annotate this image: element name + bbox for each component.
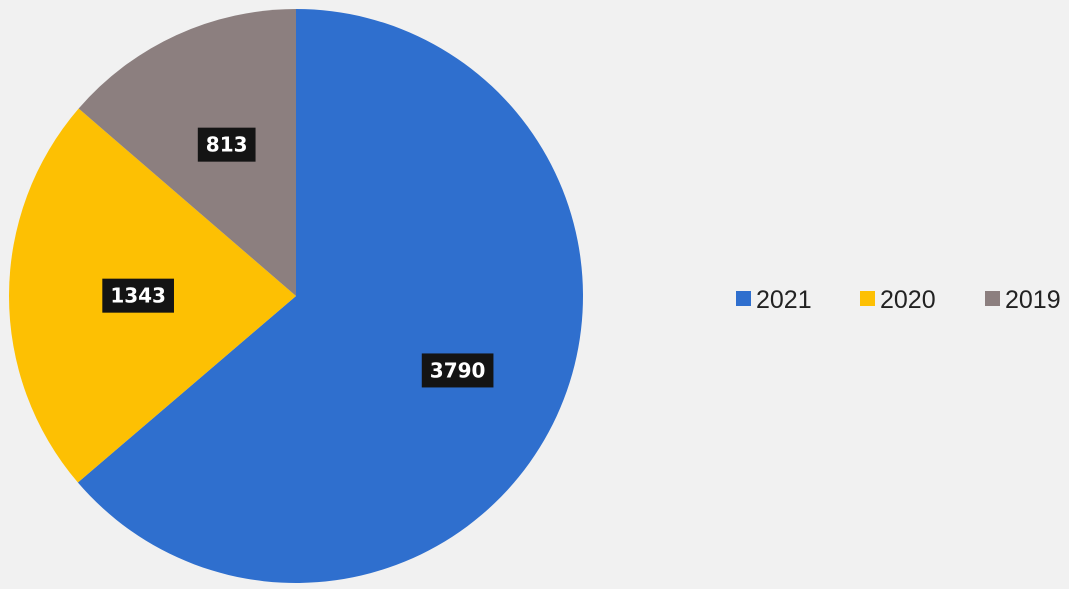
legend-item-2020: 2020: [860, 286, 936, 314]
data-label-2021: 3790: [421, 353, 494, 388]
legend-label: 2021: [756, 286, 812, 314]
pie-slices: [8, 8, 584, 583]
svg-text:3790: 3790: [430, 358, 486, 382]
legend: 2021 2020 2019: [736, 286, 1061, 314]
legend-label: 2019: [1005, 286, 1061, 314]
legend-swatch: [985, 291, 1000, 306]
legend-swatch: [736, 291, 751, 306]
pie-slice-2019: [78, 8, 296, 296]
legend-swatch: [860, 291, 875, 306]
legend-label: 2020: [880, 286, 936, 314]
pie-slice-2021: [77, 9, 584, 583]
data-label-2019: 813: [197, 127, 256, 162]
svg-text:1343: 1343: [110, 284, 166, 308]
legend-item-2021: 2021: [736, 286, 812, 314]
data-label-2020: 1343: [102, 278, 174, 313]
legend-item-2019: 2019: [985, 286, 1061, 314]
data-labels: 3790 1343 813: [102, 127, 494, 388]
svg-text:813: 813: [206, 133, 248, 157]
